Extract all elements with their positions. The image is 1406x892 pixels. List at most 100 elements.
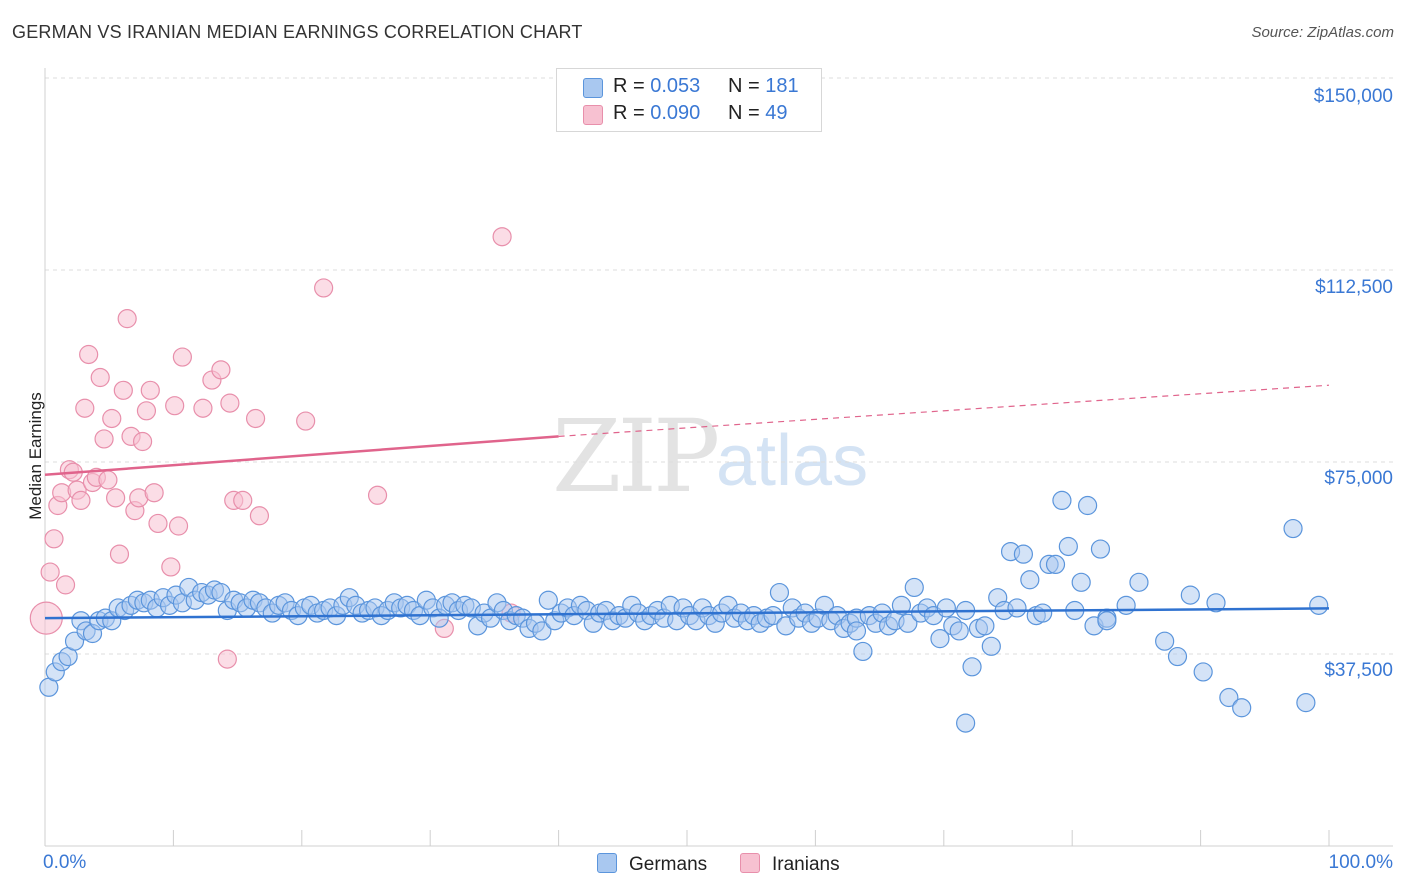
iranian-point xyxy=(136,401,157,421)
x-ticks xyxy=(44,830,1330,846)
german-point xyxy=(936,598,956,618)
bottom-legend-iranians: Iranians xyxy=(740,853,840,876)
chart-title: GERMAN VS IRANIAN MEDIAN EARNINGS CORREL… xyxy=(12,22,583,42)
german-point xyxy=(891,595,912,615)
german-point xyxy=(949,621,969,641)
y-tick-label: $150,000 xyxy=(1313,86,1393,107)
german-point xyxy=(1309,595,1329,615)
iranians-trend-extension xyxy=(558,384,1330,437)
german-point xyxy=(904,577,924,598)
iranian-point xyxy=(44,529,64,549)
german-point xyxy=(1078,495,1098,516)
watermark-zip: ZIP xyxy=(552,398,720,515)
x-tick-label-max: 100.0% xyxy=(1328,852,1393,873)
iranian-point xyxy=(75,398,95,418)
german-point xyxy=(898,613,918,633)
german-point xyxy=(1232,698,1252,718)
german-point xyxy=(1071,572,1091,592)
iranian-point xyxy=(98,470,118,490)
iranians-swatch xyxy=(583,105,603,125)
german-point xyxy=(975,616,995,636)
german-point xyxy=(1155,631,1175,651)
iranian-point xyxy=(249,506,270,526)
germans-swatch xyxy=(583,78,603,98)
iranian-point xyxy=(314,278,334,298)
iranian-point xyxy=(132,431,153,452)
german-point xyxy=(1007,598,1027,618)
iranian-point xyxy=(168,516,189,536)
iranian-point xyxy=(71,490,91,510)
iranian-point xyxy=(144,483,164,503)
germans-series xyxy=(39,490,1329,733)
german-point xyxy=(1020,570,1040,590)
iranian-point xyxy=(94,429,114,449)
grid-lines xyxy=(45,77,1393,655)
iranians-series xyxy=(29,227,521,669)
iranian-point xyxy=(79,344,99,365)
iranians-trend-line xyxy=(44,435,559,477)
iranian-point xyxy=(245,408,266,429)
source-label: Source: ZipAtlas.com xyxy=(1251,24,1394,41)
german-point xyxy=(962,657,982,677)
germans-trend-line xyxy=(44,607,1330,620)
iranian-point xyxy=(217,649,237,669)
german-point xyxy=(763,605,783,626)
german-point xyxy=(1058,536,1078,557)
iranian-point xyxy=(220,393,240,413)
german-point xyxy=(956,713,976,733)
iranian-point xyxy=(40,562,60,582)
german-point xyxy=(1193,662,1213,682)
german-point xyxy=(1097,611,1117,631)
german-point xyxy=(1116,595,1136,615)
iranian-point xyxy=(161,557,181,577)
x-tick-label-min: 0.0% xyxy=(43,852,87,873)
iranian-point xyxy=(193,398,213,418)
german-point xyxy=(532,621,552,641)
german-point xyxy=(1219,687,1239,708)
legend-r: R = 0.053 xyxy=(613,75,701,97)
germans-swatch xyxy=(597,853,617,873)
iranian-point xyxy=(90,367,110,388)
german-point xyxy=(1033,603,1053,623)
german-point xyxy=(1180,585,1200,605)
iranian-point xyxy=(367,485,388,505)
legend-r: R = 0.090 xyxy=(613,102,701,124)
german-point xyxy=(981,636,1001,656)
iranian-point xyxy=(211,360,231,380)
german-point xyxy=(538,590,558,610)
iranian-point xyxy=(165,396,185,416)
german-point xyxy=(1045,554,1066,575)
iranian-point xyxy=(296,411,316,431)
iranian-point xyxy=(172,347,192,367)
iranian-point xyxy=(55,575,76,595)
german-point xyxy=(846,621,867,641)
correlation-legend: R = 0.053 N = 181 R = 0.090 N = 49 xyxy=(556,68,822,132)
legend-n: N = 181 xyxy=(728,75,799,97)
german-point xyxy=(1013,544,1034,564)
german-point xyxy=(1167,646,1188,667)
y-tick-label: $75,000 xyxy=(1324,468,1393,489)
german-point xyxy=(853,641,873,662)
y-axis-label: Median Earnings xyxy=(25,392,45,520)
trend-lines xyxy=(44,384,1330,620)
iranian-point xyxy=(233,490,253,510)
german-point xyxy=(1052,490,1072,510)
german-point xyxy=(930,629,950,649)
iranian-point xyxy=(148,513,168,534)
iranian-point xyxy=(106,488,126,508)
german-point xyxy=(1296,693,1316,713)
iranian-point xyxy=(492,227,512,247)
y-tick-label: $112,500 xyxy=(1315,277,1393,298)
iranian-point xyxy=(113,380,133,400)
y-tick-label: $37,500 xyxy=(1324,660,1393,681)
bottom-legend-germans: Germans xyxy=(597,853,707,876)
german-point xyxy=(769,582,790,603)
german-point xyxy=(1283,518,1303,539)
german-point xyxy=(1206,593,1226,613)
watermark-atlas: atlas xyxy=(716,421,869,501)
german-point xyxy=(1090,539,1111,559)
german-point xyxy=(1129,572,1149,592)
legend-n: N = 49 xyxy=(728,102,788,124)
iranian-point xyxy=(109,544,130,564)
